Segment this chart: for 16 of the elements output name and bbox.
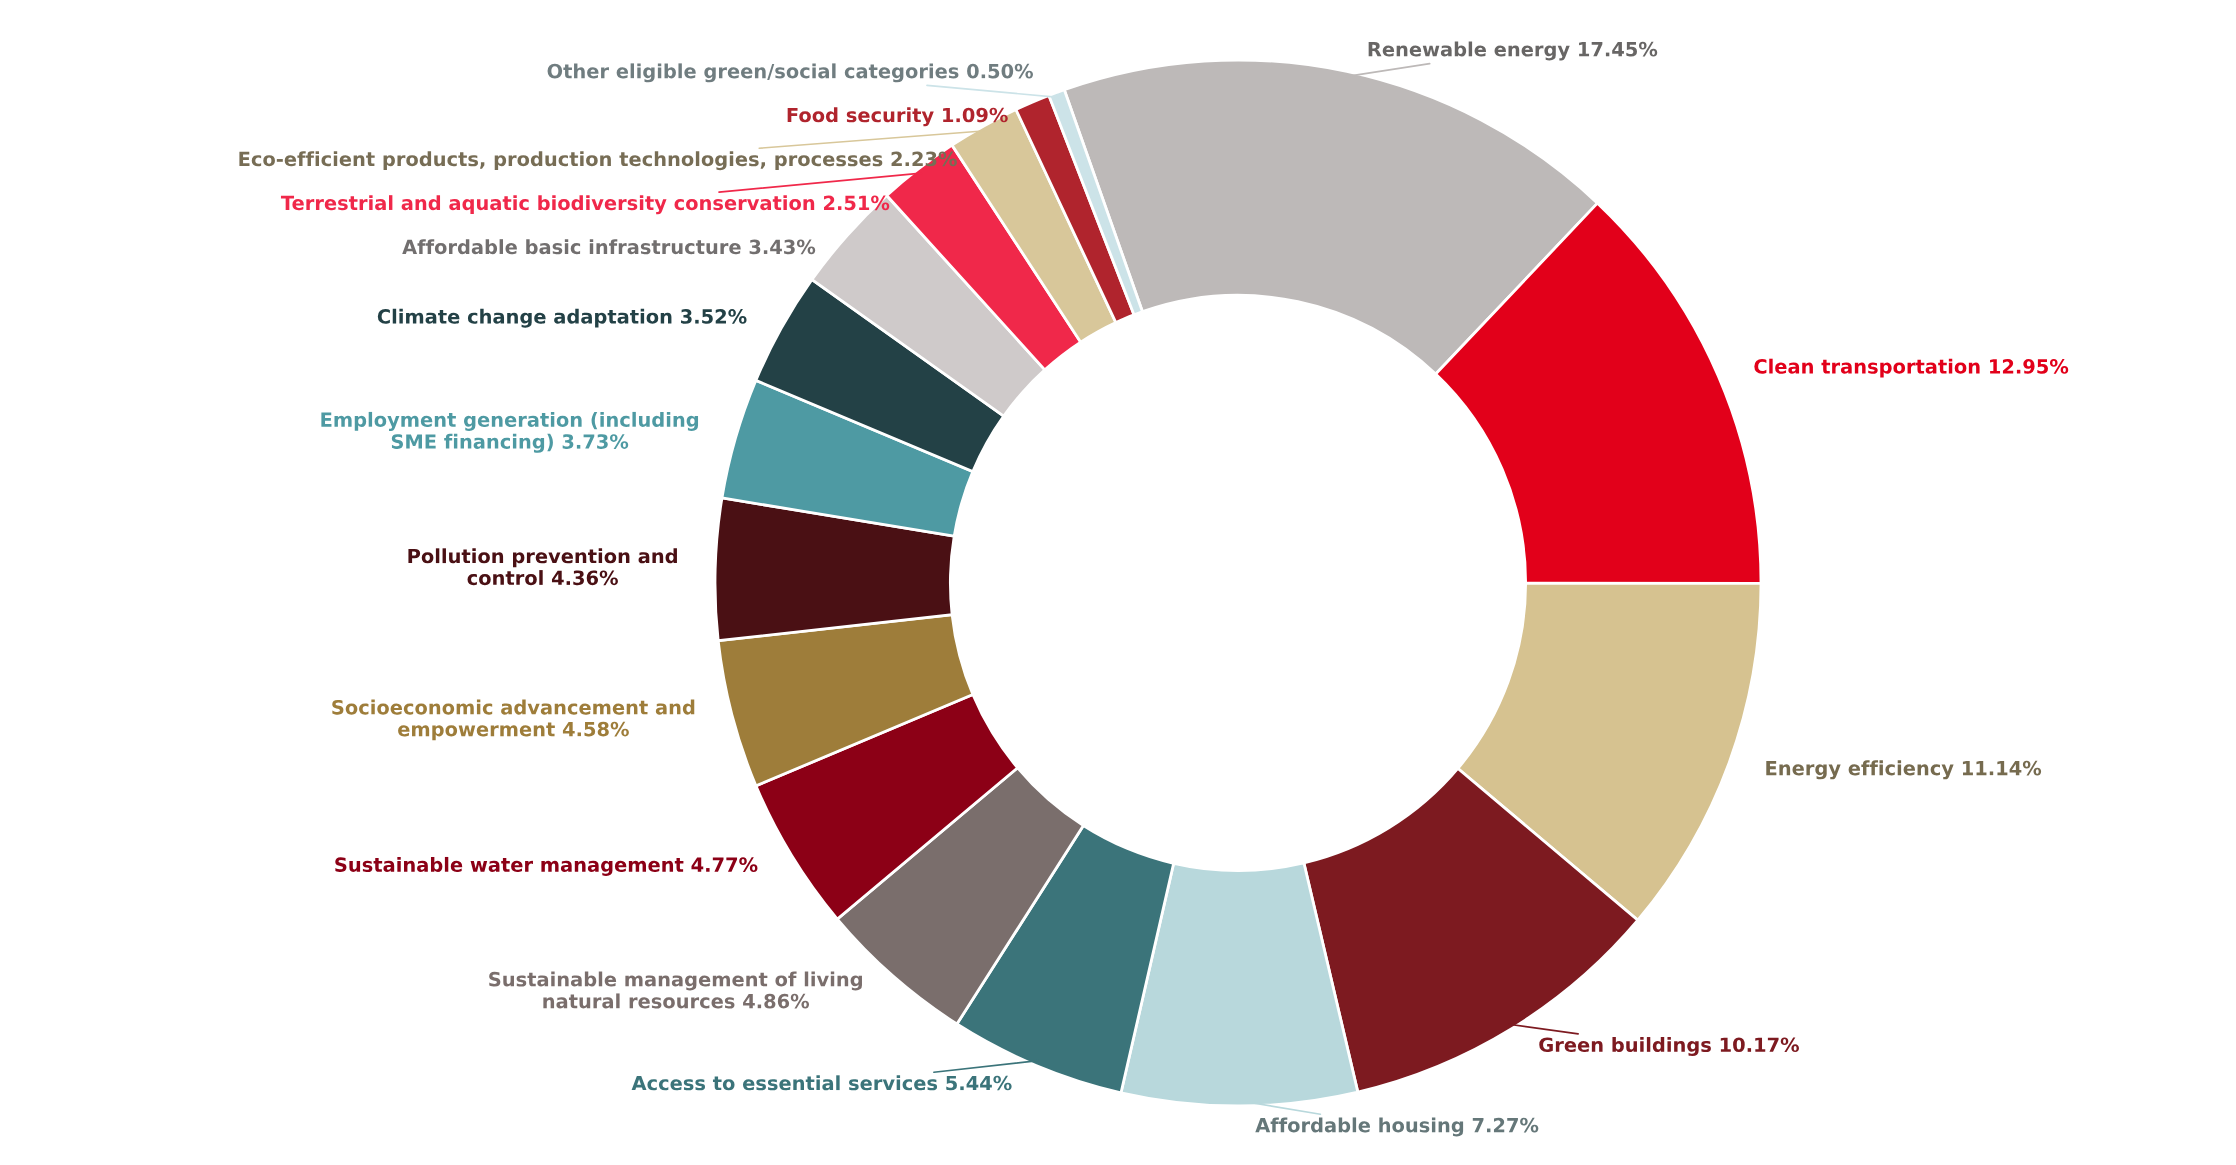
slice-label: Affordable basic infrastructure 3.43%: [402, 239, 816, 255]
slice-label: Access to essential services 5.44%: [631, 1075, 1012, 1091]
slice-label: Green buildings 10.17%: [1539, 1037, 1799, 1057]
slice-label: Climate change adaptation 3.52%: [377, 308, 747, 328]
slice-label: Terrestrial and aquatic biodiversity conservation 2.51%: [280, 195, 890, 215]
slice-label: Sustainable water management 4.77%: [335, 856, 758, 876]
slice-label: Pollution prevention and control 4.36%: [408, 548, 677, 586]
slice-label: Renewable energy 17.45%: [1368, 41, 1658, 61]
slice-label: Affordable housing 7.27%: [1255, 1117, 1539, 1137]
slice-label: Employment generation (including SME financing) 3.73%: [321, 411, 699, 453]
slice-label: Socioeconomic advancement and empowerment 4.58%: [332, 699, 695, 741]
slice-label: Sustainable management of living natural resources 4.86%: [489, 971, 862, 1009]
slice-label: Energy efficiency 11.14%: [1766, 760, 2042, 780]
slice-label: Clean transportation 12.95%: [1754, 358, 2069, 378]
slice-label: Food security 1.09%: [787, 107, 1008, 127]
slice-label: Other eligible green/social categories 0.50%: [547, 63, 1033, 83]
